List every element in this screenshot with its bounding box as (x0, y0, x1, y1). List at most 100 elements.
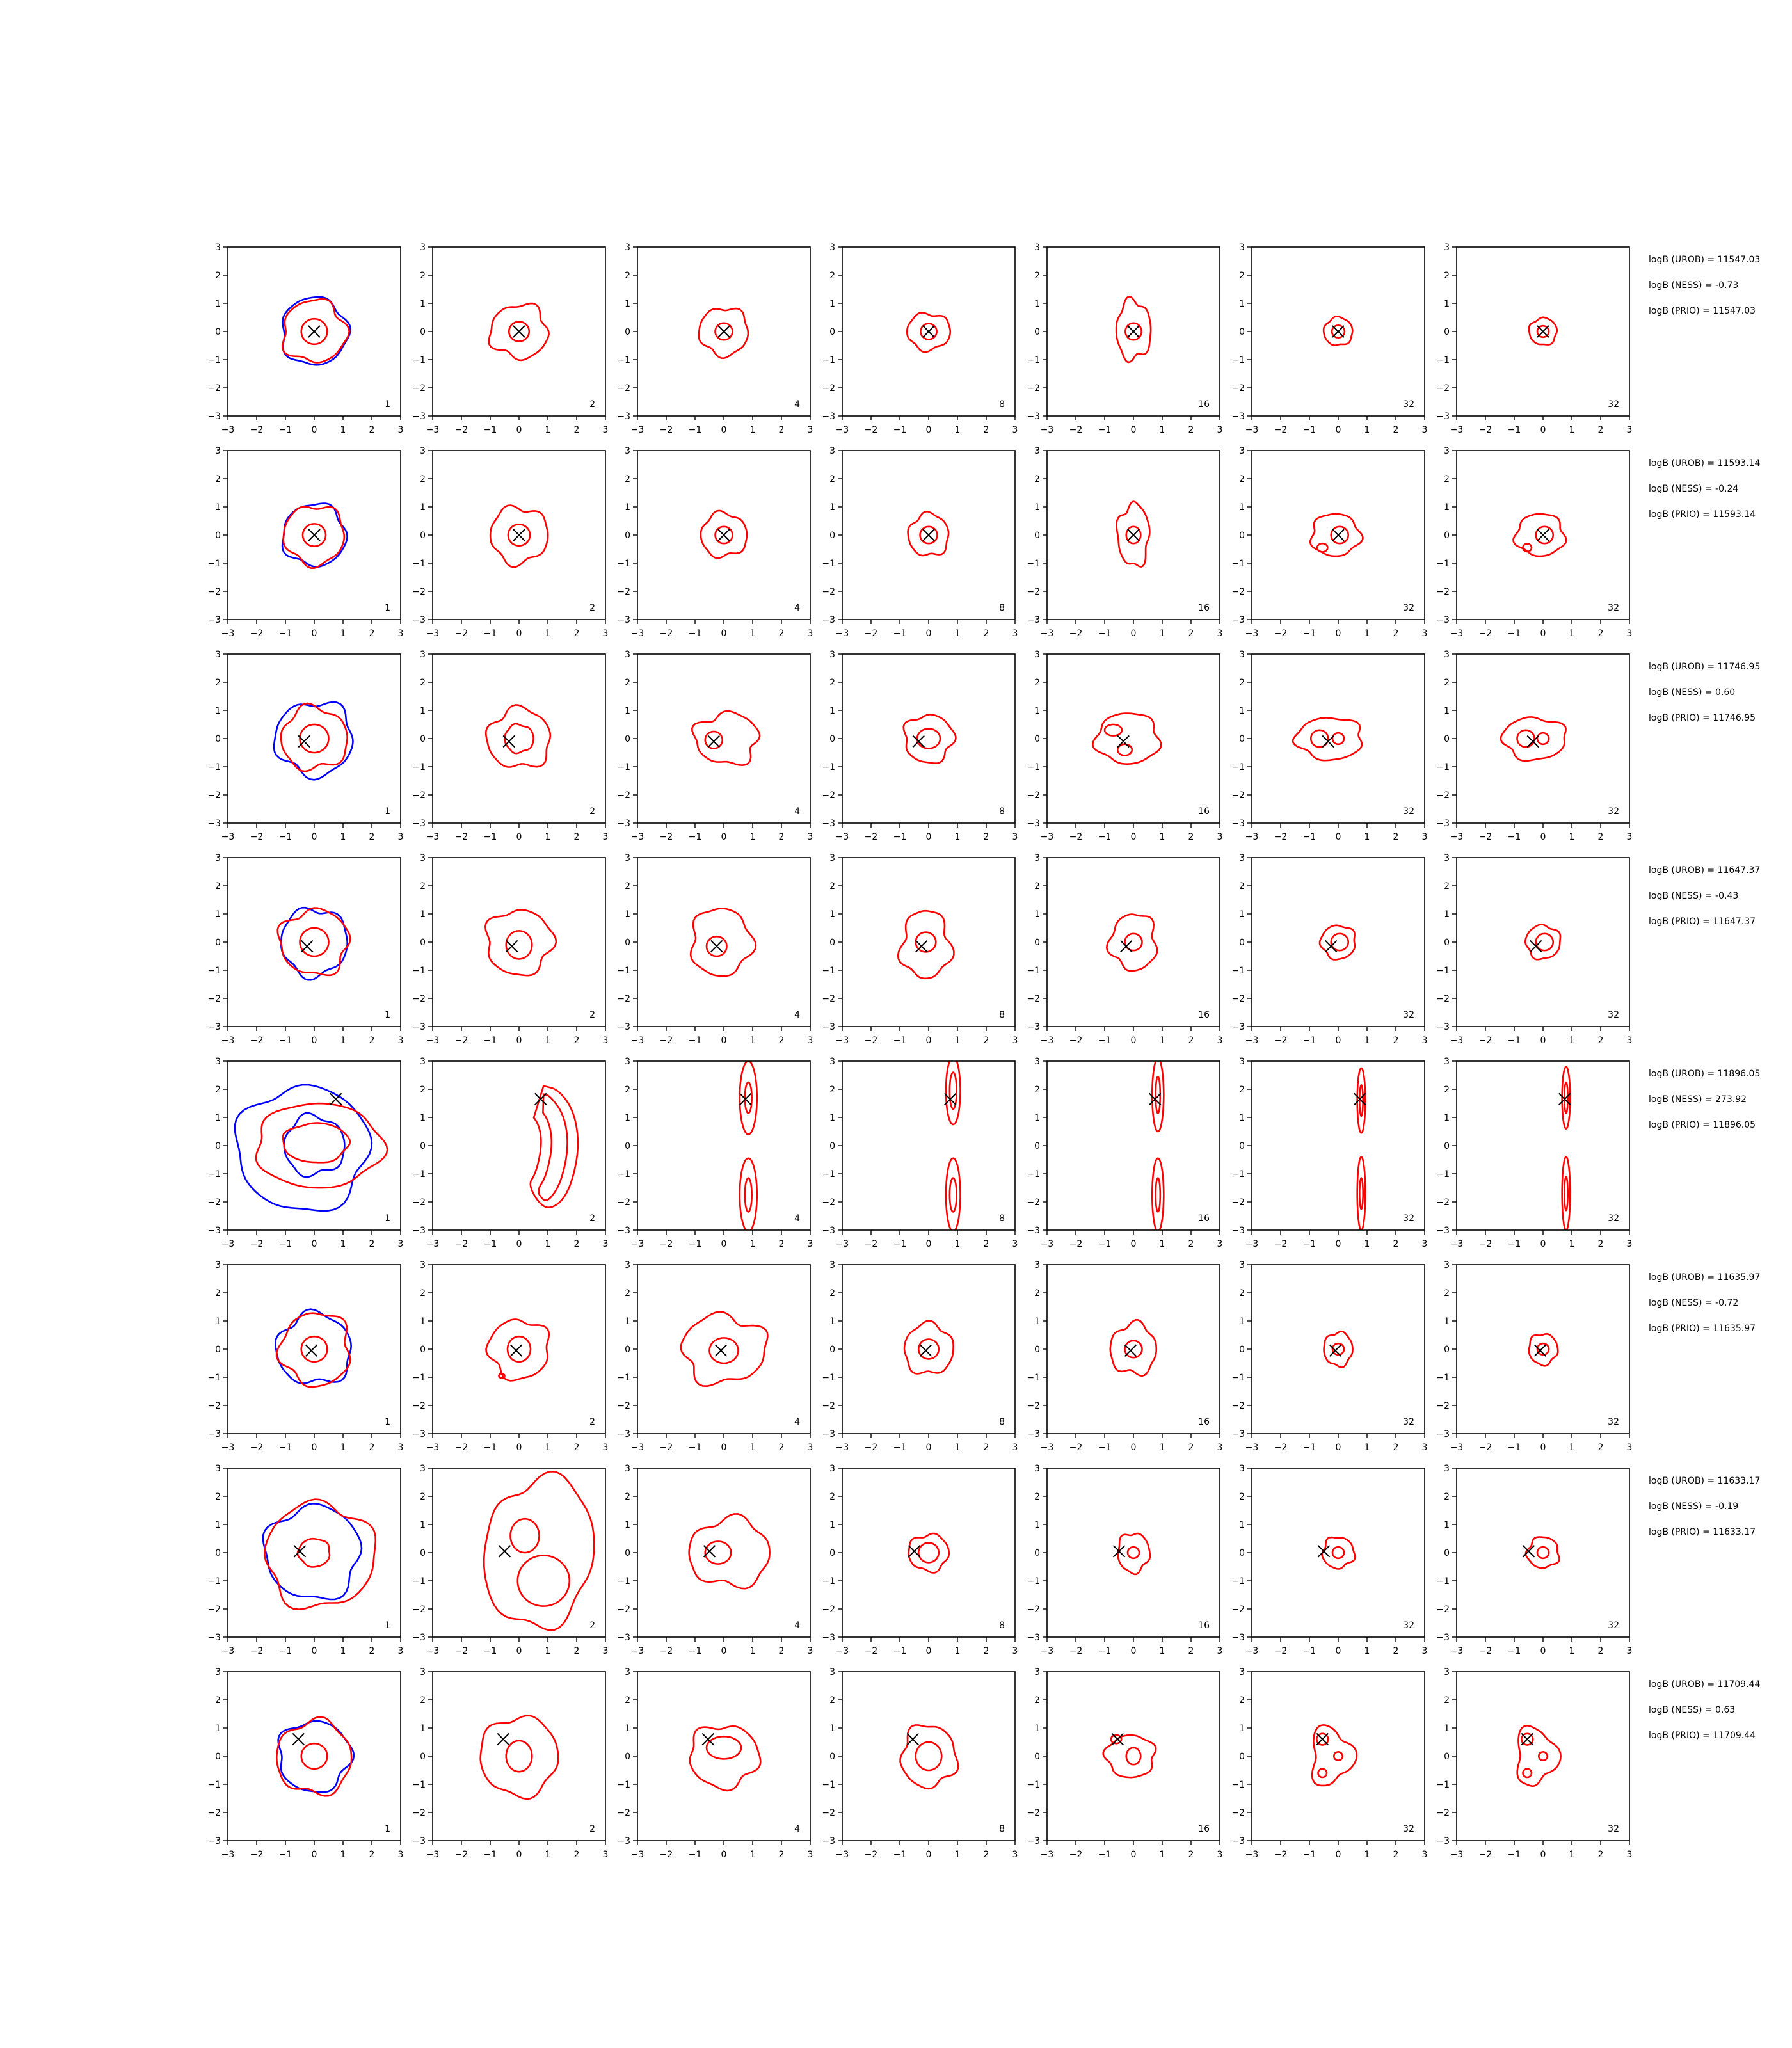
panel-r8-c1: −3−3 −2 −2 −1 −1 0 0 1 1 2 2 3 3 1 (207, 1667, 403, 1860)
posterior-contour (484, 704, 552, 768)
y-tick-label: 1 (1034, 909, 1040, 920)
x-tick-label: 1 (1569, 1239, 1575, 1249)
stat-line: logB (UROB) = 11709.44 (1649, 1679, 1760, 1690)
x-tick-label: −3 (1041, 1646, 1054, 1656)
panel-label: 4 (794, 1417, 800, 1427)
y-tick-label: 3 (625, 1057, 630, 1067)
axes-frame (1456, 1671, 1630, 1841)
contours (281, 502, 348, 569)
y-tick-label: −1 (207, 559, 221, 569)
x-tick-label: −3 (1450, 1036, 1464, 1046)
truth-marker (1526, 735, 1539, 748)
truth-marker (308, 325, 321, 338)
y-tick-label: −2 (207, 1604, 221, 1615)
axes-frame (1251, 1264, 1425, 1434)
contours (484, 909, 557, 977)
y-tick-label: 3 (1444, 1464, 1450, 1474)
x-tick-label: 3 (1422, 1239, 1428, 1249)
y-tick-label: 3 (1239, 1057, 1245, 1067)
y-tick-label: 0 (1239, 1752, 1245, 1762)
y-tick-label: 1 (420, 299, 426, 309)
axes-frame (1046, 1671, 1220, 1841)
x-tick-label: 2 (1598, 1443, 1604, 1453)
y-tick-label: −3 (1436, 1633, 1450, 1643)
y-tick-label: 0 (1034, 531, 1040, 541)
y-tick-label: 0 (215, 1548, 221, 1558)
x-tick-label: −1 (279, 832, 292, 842)
y-tick-label: −1 (1231, 1780, 1245, 1790)
x-tick-label: −2 (1479, 1443, 1492, 1453)
x-tick-label: −1 (893, 1036, 907, 1046)
y-tick-label: 3 (215, 1464, 221, 1474)
panel-label: 2 (589, 1620, 595, 1631)
panel-r2-c4: −3−3 −2 −2 −1 −1 0 0 1 1 2 2 3 3 8 (822, 446, 1018, 639)
y-tick-label: 2 (1034, 881, 1040, 892)
y-tick-label: 3 (625, 1667, 630, 1677)
contours (1109, 1319, 1158, 1377)
truth-marker (717, 529, 730, 541)
contours (1321, 1536, 1356, 1570)
posterior-contour (1311, 1724, 1358, 1787)
y-tick-label: −2 (1027, 994, 1040, 1004)
x-tick-label: 0 (1336, 628, 1341, 639)
posterior-contour (945, 1157, 961, 1230)
y-tick-label: −2 (1231, 587, 1245, 597)
y-tick-label: −2 (1027, 1197, 1040, 1208)
panel-r4-c4: −3−3 −2 −2 −1 −1 0 0 1 1 2 2 3 3 8 (822, 853, 1018, 1046)
y-tick-label: 3 (829, 1057, 835, 1067)
y-tick-label: −3 (1027, 1633, 1040, 1643)
prior-contour (234, 1084, 373, 1212)
posterior-contour (918, 1338, 940, 1360)
x-tick-label: 0 (312, 1239, 317, 1249)
x-tick-label: −2 (865, 1239, 878, 1249)
y-tick-label: 2 (420, 1288, 426, 1299)
posterior-contour (1115, 296, 1152, 364)
axes-frame (1456, 1060, 1630, 1231)
y-tick-label: 2 (1034, 1288, 1040, 1299)
panel-r4-c1: −3−3 −2 −2 −1 −1 0 0 1 1 2 2 3 3 1 (207, 853, 403, 1046)
y-tick-label: −3 (1231, 412, 1245, 422)
y-tick-label: 0 (1239, 1141, 1245, 1151)
x-tick-label: 1 (340, 1850, 346, 1860)
y-tick-label: 3 (829, 853, 835, 863)
y-tick-label: 0 (420, 1752, 426, 1762)
posterior-contour (1110, 1734, 1123, 1745)
y-tick-label: 3 (215, 446, 221, 456)
y-tick-label: 2 (625, 678, 630, 688)
x-tick-label: 3 (1627, 1850, 1633, 1860)
x-tick-label: 1 (955, 1036, 961, 1046)
contours (262, 1498, 377, 1610)
x-tick-label: 0 (1131, 832, 1137, 842)
contours (234, 1084, 388, 1212)
y-tick-label: −2 (1027, 1808, 1040, 1818)
y-tick-label: 2 (1444, 1492, 1450, 1502)
contours (1323, 1331, 1354, 1368)
x-tick-label: 3 (1627, 1036, 1633, 1046)
x-tick-label: −2 (865, 1036, 878, 1046)
y-tick-label: 3 (1034, 853, 1040, 863)
x-tick-label: 3 (1422, 1036, 1428, 1046)
posterior-contour (1126, 1546, 1140, 1560)
panel-r5-c2: −3−3 −2 −2 −1 −1 0 0 1 1 2 2 3 3 2 (412, 1057, 608, 1249)
y-tick-label: 2 (829, 271, 835, 281)
contours (275, 1308, 352, 1388)
posterior-contour (1321, 1536, 1356, 1570)
x-tick-label: −3 (1041, 1239, 1054, 1249)
x-tick-label: 3 (603, 1646, 609, 1656)
y-tick-label: 0 (625, 327, 630, 337)
x-tick-label: 3 (1217, 425, 1223, 435)
x-tick-label: 2 (574, 1036, 580, 1046)
x-tick-label: 0 (312, 1646, 317, 1656)
y-tick-label: 2 (1239, 474, 1245, 484)
x-tick-label: 1 (1569, 1036, 1575, 1046)
posterior-contour (1116, 500, 1151, 568)
y-tick-label: −3 (207, 819, 221, 829)
y-tick-label: 0 (1444, 938, 1450, 948)
axes-frame (1456, 1468, 1630, 1638)
stat-line: logB (PRIO) = 11593.14 (1649, 509, 1756, 520)
posterior-contour (708, 1337, 739, 1364)
y-tick-label: 2 (625, 1288, 630, 1299)
x-tick-label: −2 (1479, 628, 1492, 639)
x-tick-label: 0 (926, 1239, 932, 1249)
y-tick-label: 1 (1034, 1113, 1040, 1123)
